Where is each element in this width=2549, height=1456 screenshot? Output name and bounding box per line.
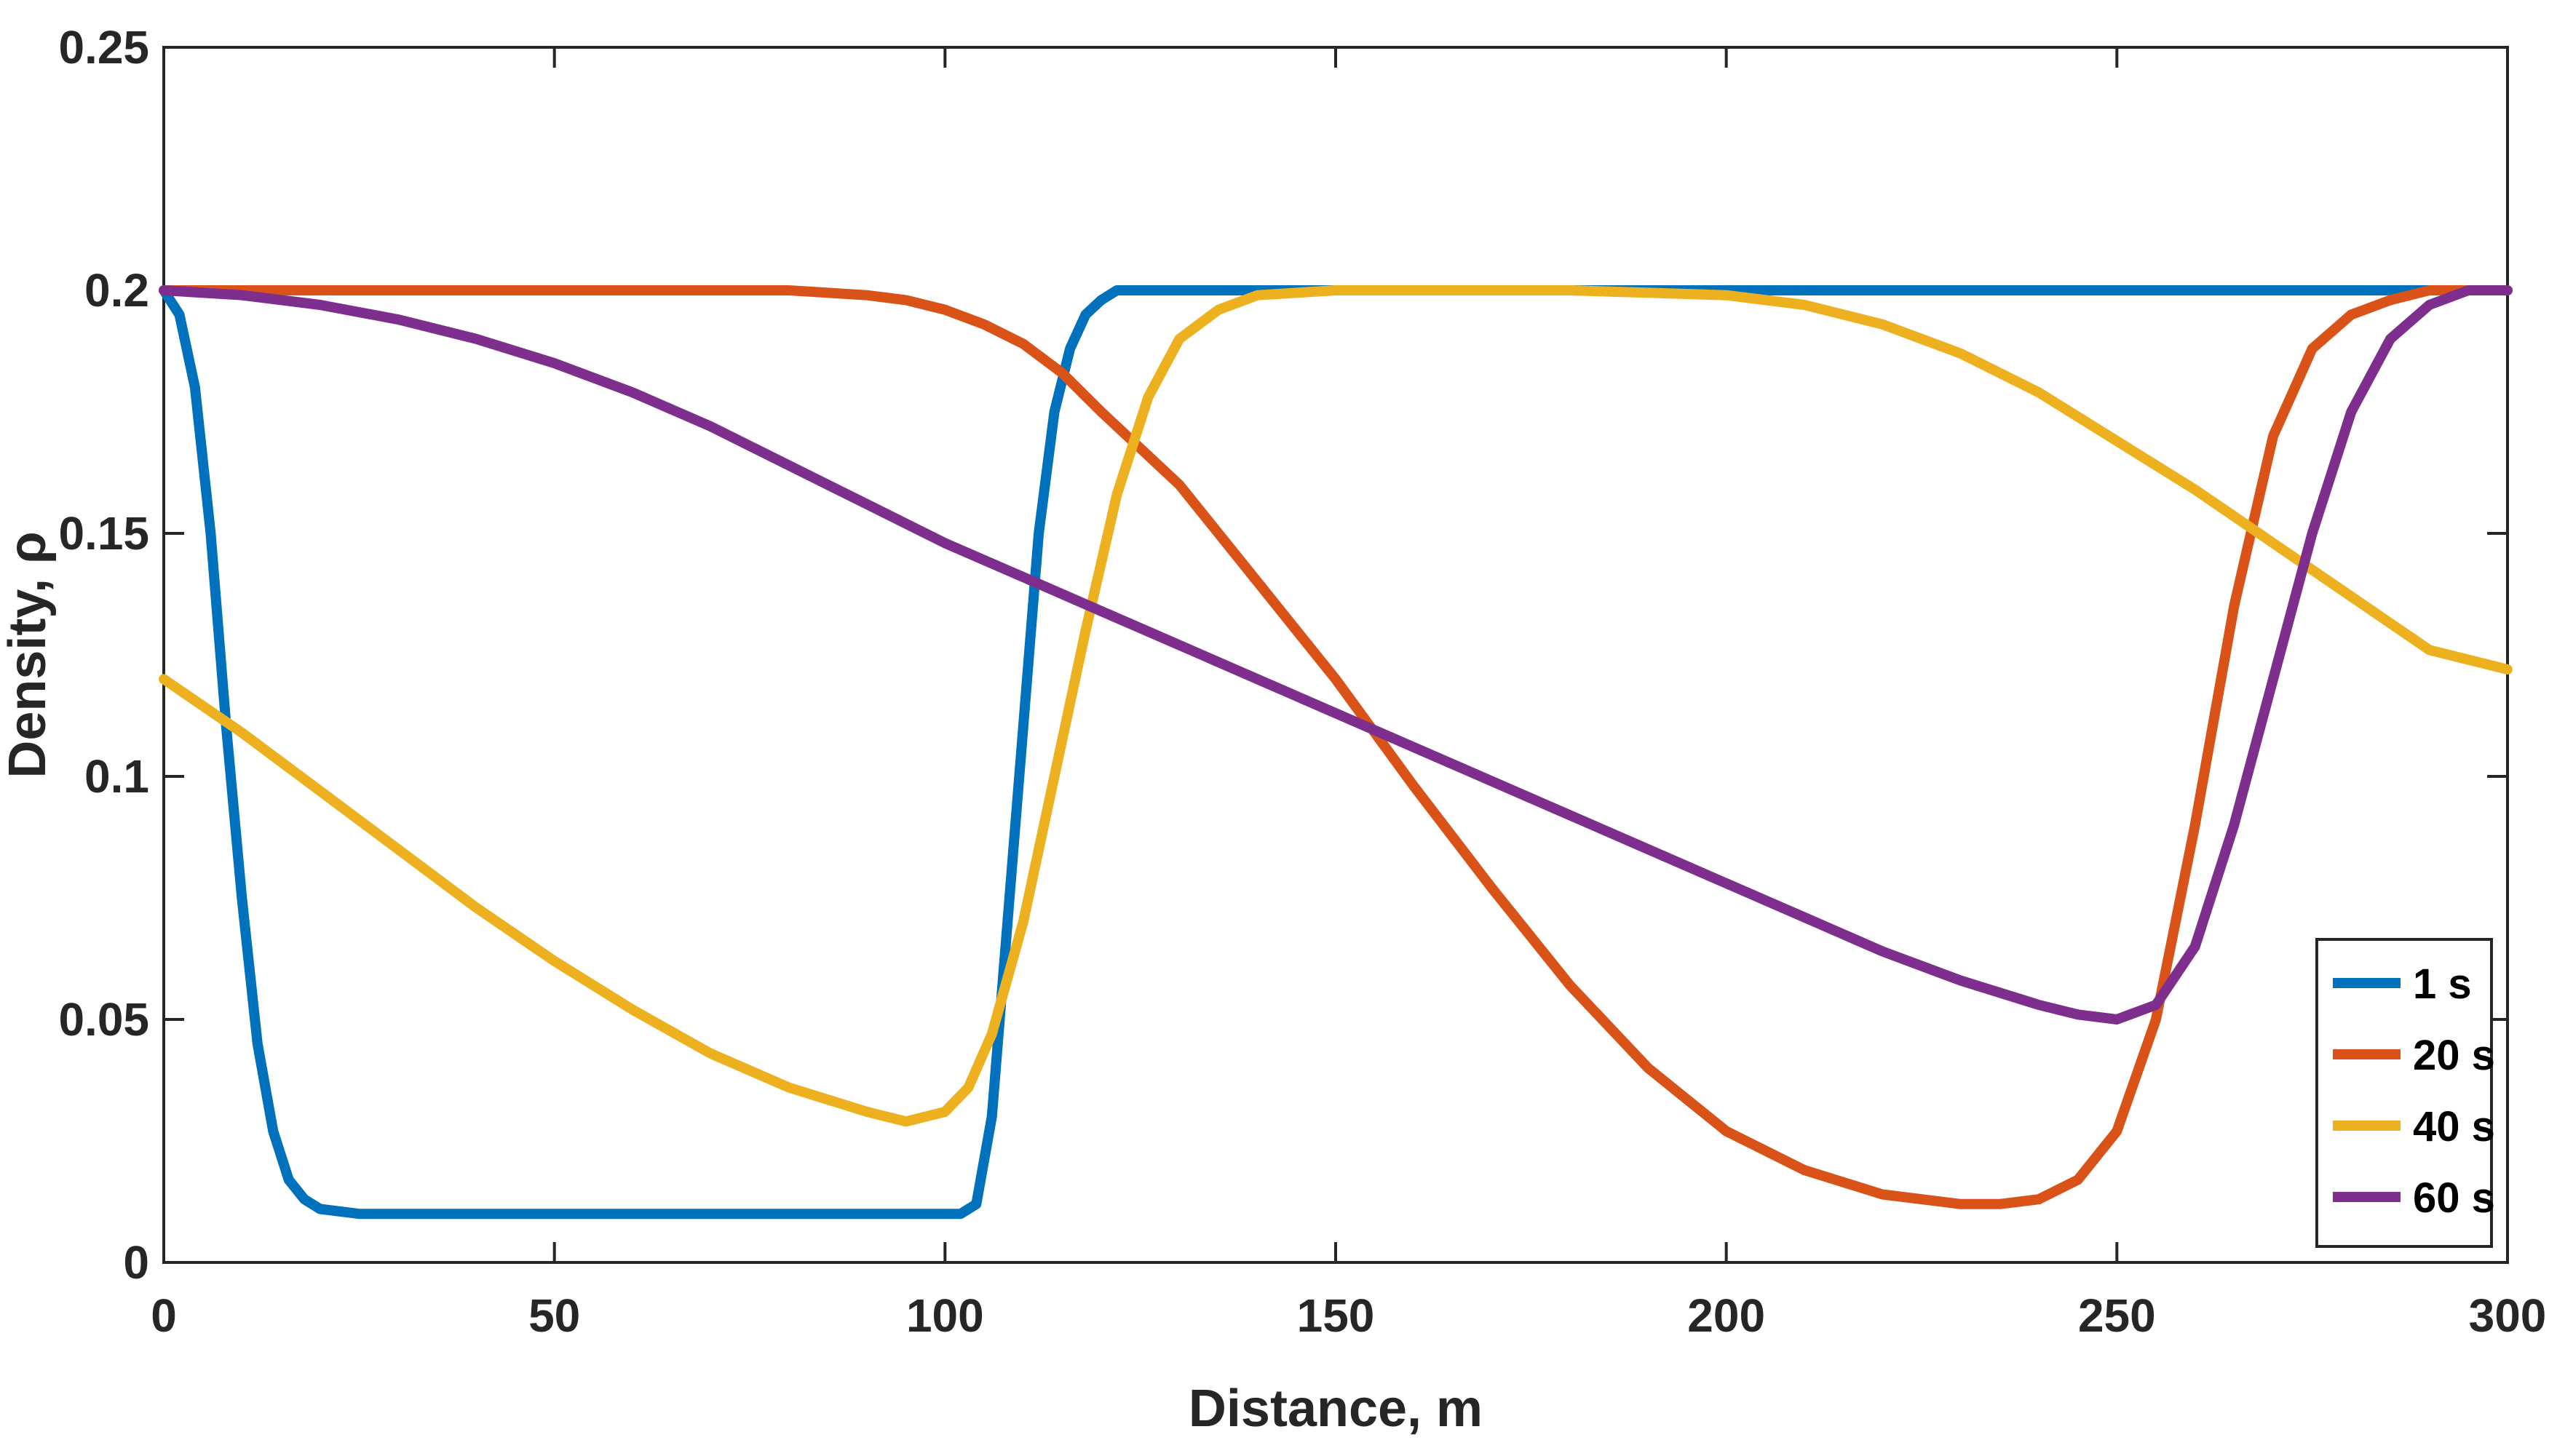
series-line-2: [159, 285, 2513, 1209]
y-tick-label: 0.2: [84, 264, 149, 317]
legend-label: 40 s: [2413, 1103, 2495, 1150]
x-tick-label: 300: [2469, 1289, 2547, 1342]
plot-area-box: [162, 46, 2509, 1264]
x-tick-label: 50: [528, 1289, 580, 1342]
series-line-3: [159, 285, 2513, 1127]
legend-label: 60 s: [2413, 1174, 2495, 1222]
y-axis-ticks: 0 0.05 0.1 0.15 0.2 0.25: [58, 21, 2508, 1289]
legend: 1 s 20 s 40 s 60 s: [2315, 938, 2495, 1248]
x-tick-label: 100: [906, 1289, 984, 1342]
y-tick-label: 0.1: [84, 750, 149, 803]
y-tick-label: 0.05: [58, 993, 149, 1046]
y-tick-label: 0.25: [58, 21, 149, 73]
x-axis-ticks: 0 50 100 150 200 250 300: [151, 47, 2546, 1342]
x-tick-label: 150: [1297, 1289, 1375, 1342]
series-line-4: [159, 285, 2513, 1025]
series-layer: [159, 285, 2513, 1220]
y-axis-title: Density, ρ: [0, 531, 57, 778]
y-tick-label: 0: [123, 1236, 149, 1289]
x-tick-label: 250: [2078, 1289, 2156, 1342]
legend-label: 20 s: [2413, 1032, 2495, 1079]
y-tick-label: 0.15: [58, 507, 149, 560]
x-tick-label: 0: [151, 1289, 177, 1342]
series-line-1: [159, 285, 2513, 1220]
x-axis-title: Distance, m: [1189, 1380, 1483, 1438]
x-tick-label: 200: [1687, 1289, 1765, 1342]
axes-frame: [162, 46, 2509, 1264]
legend-label: 1 s: [2413, 960, 2472, 1008]
